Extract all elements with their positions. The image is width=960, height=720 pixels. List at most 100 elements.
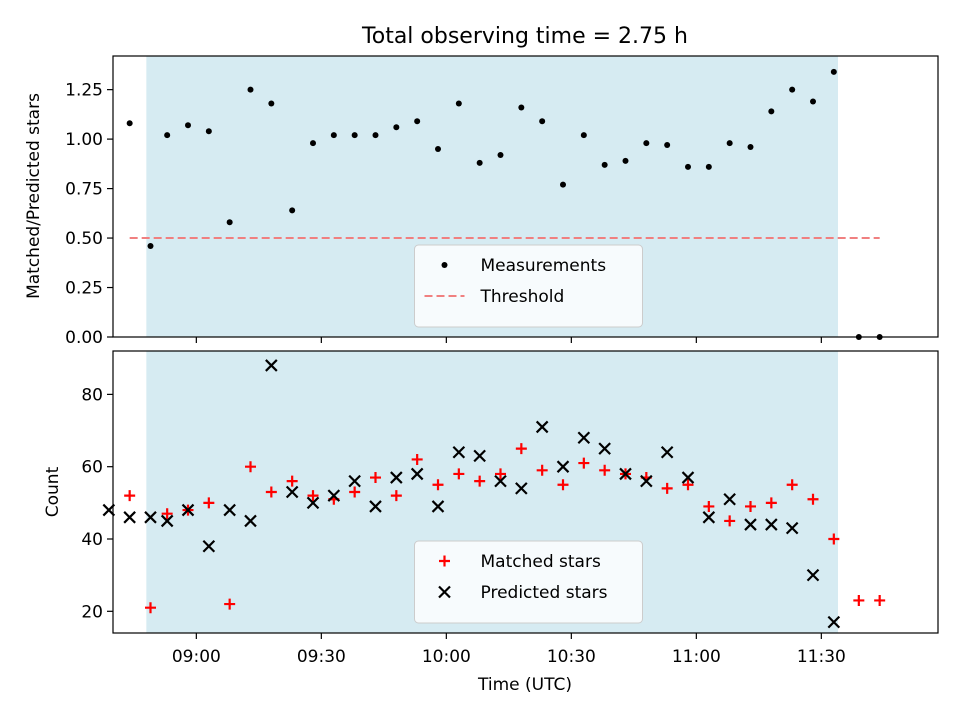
top-y-tick-label: 0.00 [65,328,103,348]
x-axis-label: Time (UTC) [477,675,572,695]
measurements-point [164,132,171,139]
predicted-stars-point [223,503,236,517]
bottom-legend: Matched stars Predicted stars [414,540,643,624]
measurements-point [830,68,837,75]
predicted-stars-point [202,539,216,553]
top-axes-frame [112,55,939,338]
measurements-legend-marker [441,262,448,268]
matched-stars-point [390,490,402,502]
matched-stars-point [161,508,173,520]
measurements-point [247,86,254,93]
bottom-y-tick-label: 60 [81,458,103,478]
predicted-stars-point [598,442,611,455]
matched-stars-point [828,533,840,545]
measurements-point [372,132,379,139]
top-y-tick-label: 1.25 [65,81,103,101]
measurements-point [268,100,275,107]
measurements-point [226,219,233,226]
matched-stars-point [145,602,156,614]
matched-stars-point [745,500,756,512]
bottom-x-tick-label: 11:30 [797,647,846,667]
bottom-y-tick-label: 40 [81,530,103,550]
predicted-stars-point [619,467,632,481]
predicted-stars-point [535,420,549,434]
predicted-stars-point [765,518,778,531]
top-y-tick-label: 0.75 [65,180,103,200]
measurements-point [476,159,483,166]
measurements-point [351,132,358,139]
top-legend-box [414,244,643,328]
measurements-point [205,128,212,135]
predicted-stars-point [160,514,174,528]
measurements-point [726,140,733,147]
bottom-x-tick-label: 09:00 [172,647,221,667]
predicted-stars-point [577,431,591,445]
measurements-point [497,151,504,158]
top-y-tick-label: 0.25 [65,279,103,299]
predicted-stars-point [390,471,403,484]
measurements-point [705,163,712,170]
predicted-stars-point [556,460,570,473]
matched-stars-point [536,464,548,476]
measurements-point [580,132,587,139]
predicted-stars-point [806,568,820,582]
matched-stars-point [557,479,569,491]
matched-stars-point [349,486,361,498]
matched-stars-point [224,598,236,610]
matched-stars-point [765,497,777,509]
predicted-stars-point [473,449,486,463]
top-panel: 0.00 0.25 0.50 0.75 1.00 1.25 Measurements Thre… [65,55,939,348]
matched-stars-legend-marker [439,555,450,567]
measurements-point [310,140,316,147]
measurements-point [747,144,754,151]
matched-stars-point [203,497,215,509]
measurements-point [601,161,608,168]
measurements-point [810,98,816,105]
measurements-point [393,124,400,131]
predicted-stars-point [431,500,445,513]
predicted-stars-point [123,511,136,524]
measurements-point [789,86,796,93]
predicted-stars-point [265,359,278,372]
matched-stars-point [453,468,465,480]
predicted-stars-point [785,521,799,535]
predicted-stars-point [515,482,528,495]
predicted-stars-point [640,474,653,488]
predicted-stars-point [327,489,341,502]
bottom-x-tick-label: 11:00 [672,647,721,667]
matched-stars-point [515,443,527,455]
matched-stars-point [682,479,694,491]
predicted-stars-point [827,615,841,629]
matched-stars-point [724,515,736,527]
matched-stars-point [853,594,865,606]
top-y-tick-label: 0.50 [65,229,103,249]
top-y-axis-label: Matched/Predicted stars [24,93,44,299]
predicted-stars-point [348,474,361,488]
measurements-point [330,132,337,139]
matched-stars-point [495,468,506,480]
bottom-axes-frame [112,350,939,634]
bottom-legend-box [414,540,643,624]
predicted-stars-point [452,445,466,459]
matched-stars-point [307,490,319,502]
predicted-stars-point [369,500,382,513]
measurements-point [664,142,671,149]
matched-stars-point [370,472,381,484]
matched-stars-point [874,594,886,606]
measurements-point [435,146,441,153]
measurements-point [560,181,566,188]
measurements-point [126,120,133,127]
threshold-legend-label: Threshold [480,287,565,307]
bottom-panel: 20 40 60 80 09:00 09:30 10:00 10:30 11:00 11:30 Ma… [81,350,939,667]
predicted-stars-point [744,518,757,531]
predicted-stars-point [723,492,736,506]
predicted-stars-point [681,471,695,484]
measurements-point [185,122,191,129]
predicted-stars-point [410,467,424,481]
predicted-stars-legend-label: Predicted stars [481,583,608,603]
predicted-stars-legend-marker [438,585,451,599]
matched-stars-point [807,493,819,505]
matched-stars-legend-label: Matched stars [481,552,601,572]
matched-stars-point [703,500,715,512]
